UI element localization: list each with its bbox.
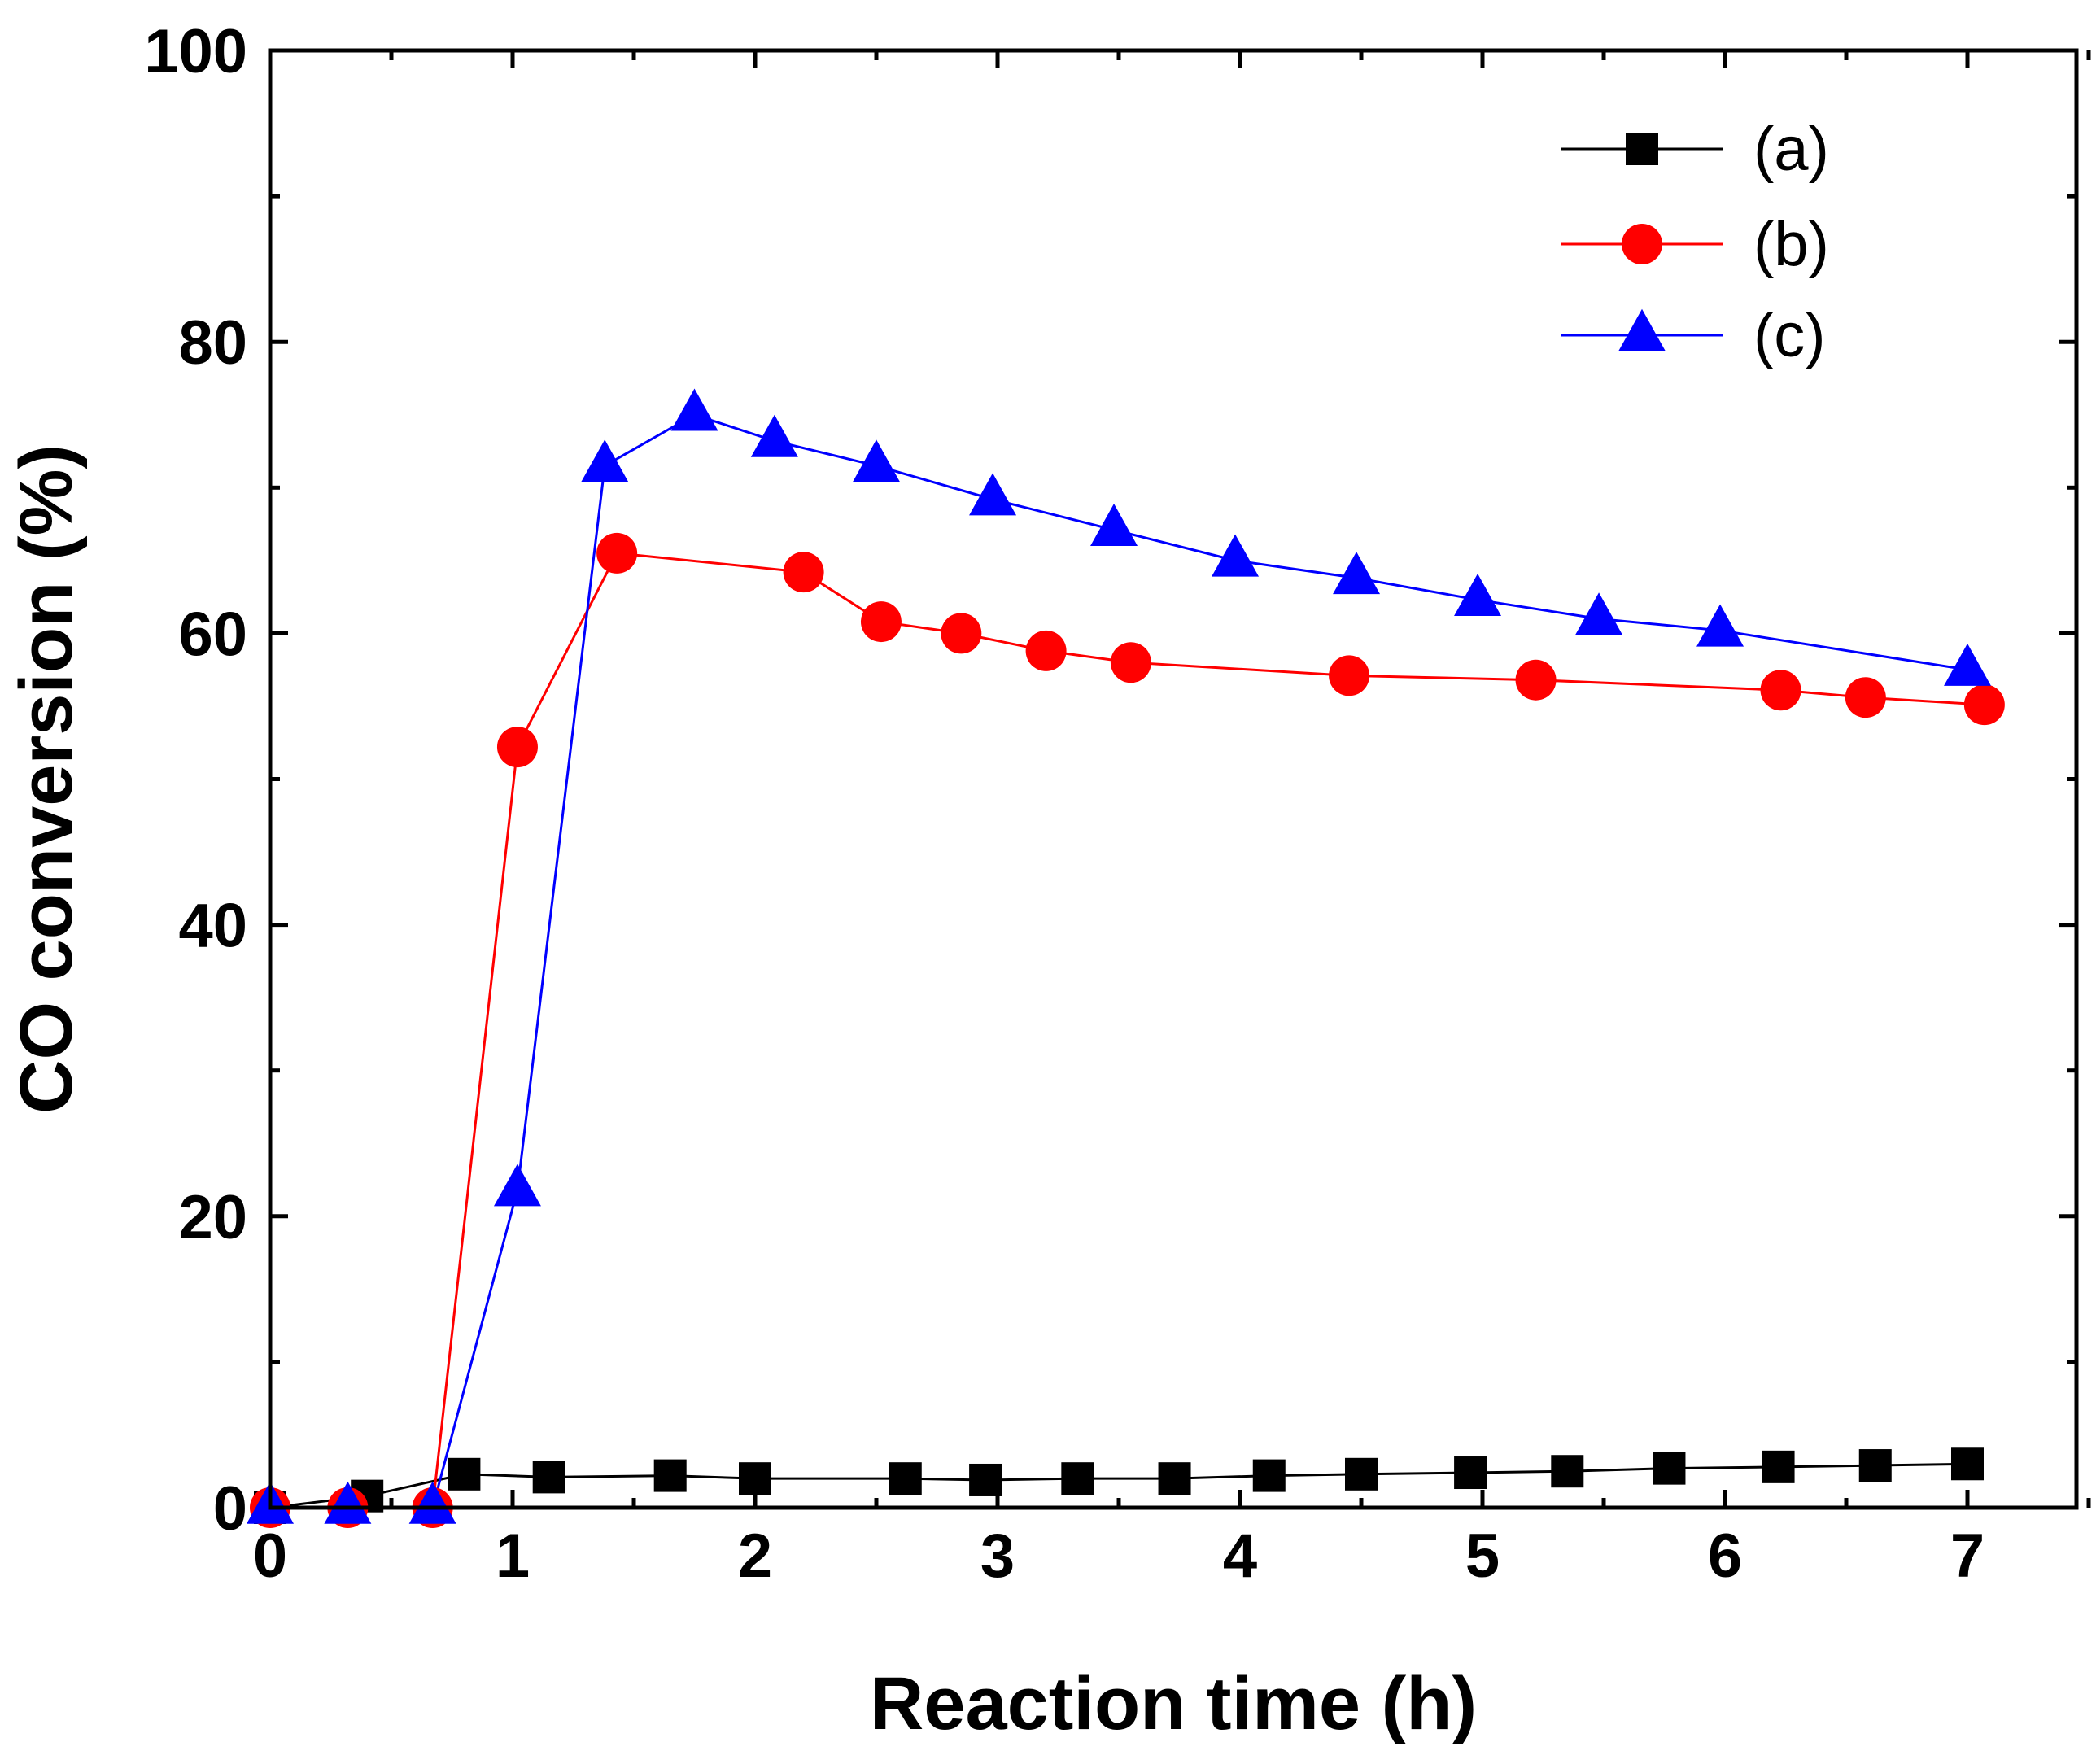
axes-layer: 0 1 2 3 4 5 6 7 0 20 40 60 80 100 [144,17,2091,1591]
data-point-b [1845,677,1886,718]
data-point-a [1454,1456,1487,1490]
data-point-a [653,1459,687,1492]
legend-label-b: (b) [1753,210,1829,279]
data-point-b [1329,655,1370,696]
data-point-c [853,439,900,482]
data-point-a [1858,1449,1892,1482]
y-axis-label: CO conversion (%) [5,444,88,1114]
x-axis-label: Reaction time (h) [870,1662,1477,1745]
data-point-b [1963,684,2005,726]
data-point-c [324,1481,372,1524]
data-point-c [493,1164,541,1207]
data-point-b [1025,630,1067,671]
data-point-c [1944,643,1991,686]
x-tick-label: 6 [1708,1522,1742,1591]
data-point-b [1760,670,1801,711]
y-tick-label: 100 [144,17,247,86]
data-point-b [1515,659,1557,701]
data-point-c [1696,604,1744,647]
data-point-c [1333,552,1381,595]
data-point-b [941,613,982,654]
legend-marker-b [1622,224,1662,264]
legend-label-c: (c) [1753,301,1826,370]
data-point-c [969,473,1017,516]
data-point-c [1090,503,1138,546]
y-tick-label: 40 [178,892,247,961]
data-point-a [1551,1455,1584,1488]
data-point-a [1951,1447,1984,1481]
data-point-a [1158,1462,1191,1495]
data-point-a [532,1461,565,1494]
y-tick-label: 0 [213,1474,247,1544]
data-point-c [670,388,718,431]
data-point-b [1110,642,1151,683]
y-tick-label: 20 [178,1183,247,1252]
y-tick-label: 60 [178,600,247,669]
legend-marker-c [1618,308,1666,351]
data-point-c [1575,592,1623,635]
data-point-a [1345,1457,1378,1491]
legend-marker-a [1626,133,1658,165]
y-tick-label: 80 [178,308,247,378]
legend: (a) (b) (c) [1561,115,1829,370]
data-point-a [1252,1459,1286,1492]
data-point-b [496,727,538,768]
data-point-b [860,601,902,643]
legend-label-a: (a) [1753,115,1829,184]
data-point-a [739,1462,771,1495]
data-point-a [889,1462,922,1495]
series-line-c [270,413,1968,1509]
x-tick-label: 4 [1223,1522,1257,1591]
x-tick-label: 2 [738,1522,772,1591]
x-tick-label: 5 [1465,1522,1500,1591]
data-point-a [1653,1452,1686,1485]
data-point-c [581,439,629,482]
data-point-b [596,532,638,574]
x-tick-label: 0 [253,1522,287,1591]
data-point-a [1762,1450,1795,1483]
data-point-c [1212,534,1260,577]
x-tick-label: 7 [1950,1522,1985,1591]
data-point-c [750,414,798,457]
data-point-b [783,552,824,593]
data-point-c [1454,573,1502,616]
x-tick-label: 3 [980,1522,1015,1591]
data-point-a [448,1457,481,1491]
data-point-c [408,1481,456,1524]
x-tick-label: 1 [496,1522,530,1591]
data-point-a [1061,1462,1094,1495]
